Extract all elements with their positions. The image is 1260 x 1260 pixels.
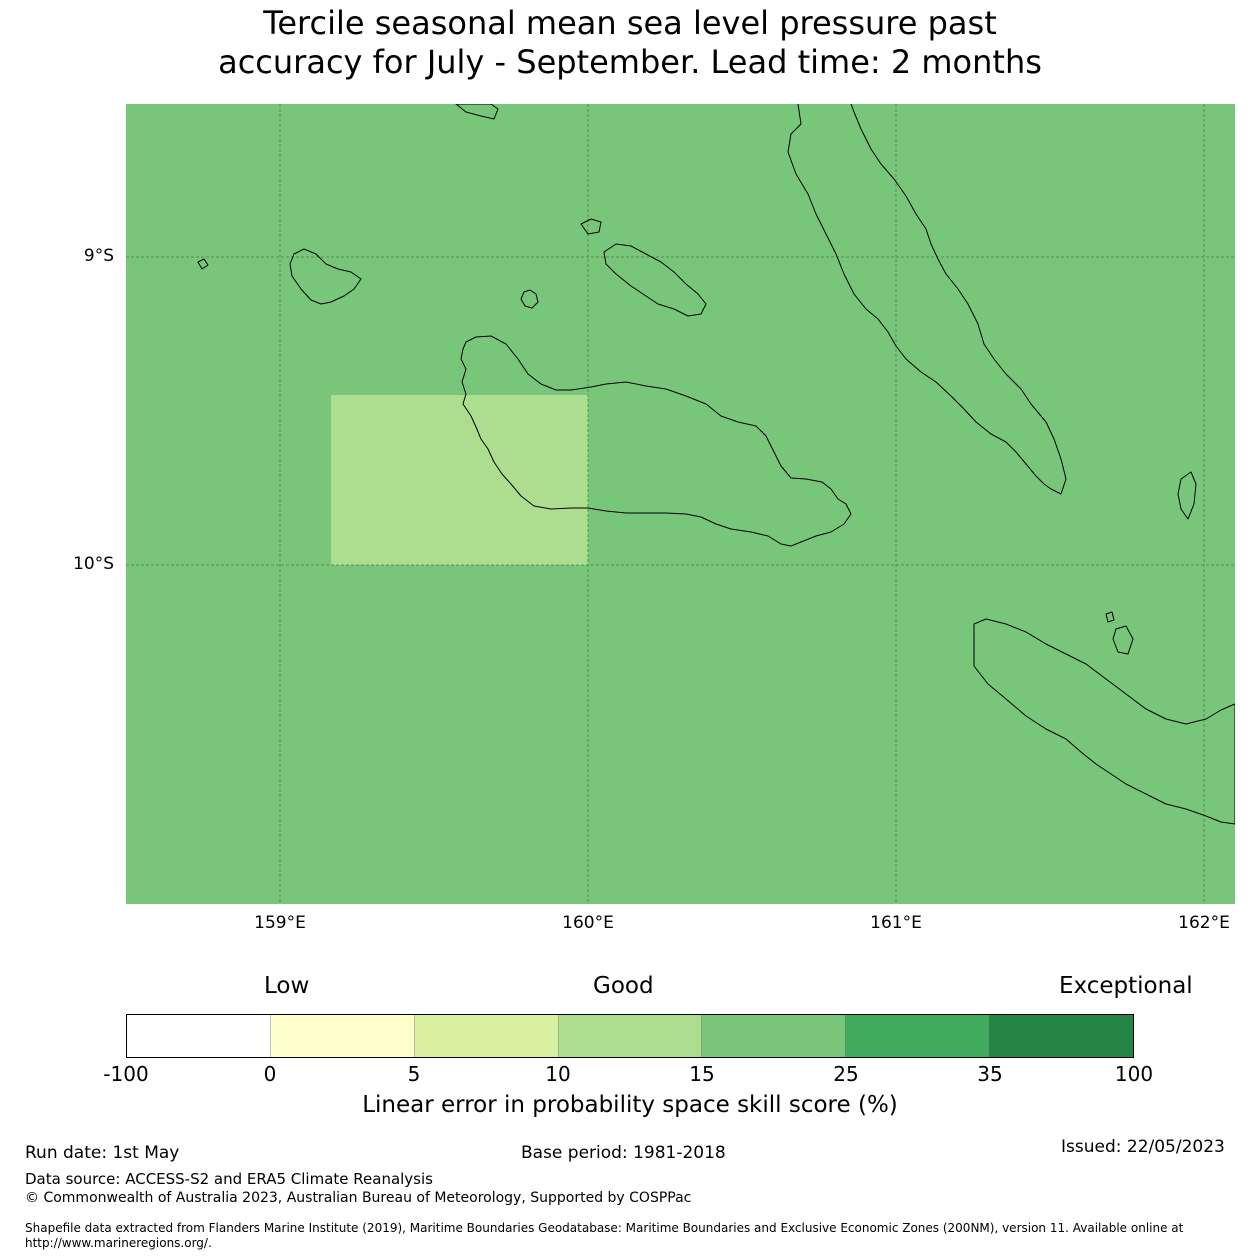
colorbar-tick: 0 xyxy=(263,1062,277,1086)
title-line-1: Tercile seasonal mean sea level pressure… xyxy=(263,4,997,42)
colorbar-segment xyxy=(702,1015,847,1057)
colorbar-segment xyxy=(270,1015,415,1057)
colorbar-segment xyxy=(414,1015,559,1057)
island-malaita xyxy=(787,104,1067,495)
colorbar-segment xyxy=(558,1015,703,1057)
island-savo xyxy=(520,289,539,309)
map-svg xyxy=(126,104,1235,904)
lon-label-159e: 159°E xyxy=(254,913,306,933)
lat-label-10s: 10°S xyxy=(73,554,114,574)
colorbar-tick: 35 xyxy=(977,1062,1003,1086)
island-small-west xyxy=(197,258,209,270)
map-panel[interactable] xyxy=(126,104,1235,904)
data-source: Data source: ACCESS-S2 and ERA5 Climate … xyxy=(25,1170,433,1188)
colorbar-segment xyxy=(990,1015,1134,1057)
island-nggela xyxy=(603,243,707,317)
colorbar-tick: 10 xyxy=(545,1062,571,1086)
colorbar-tick: 15 xyxy=(689,1062,715,1086)
island-nggela-small xyxy=(580,218,602,235)
coastlines xyxy=(197,104,1235,825)
island-small-east xyxy=(1105,611,1115,623)
base-period: Base period: 1981-2018 xyxy=(521,1143,726,1163)
skill-field xyxy=(126,104,1235,904)
lon-label-161e: 161°E xyxy=(870,913,922,933)
colorbar-segment xyxy=(846,1015,991,1057)
colorbar-word-exceptional: Exceptional xyxy=(1059,973,1193,999)
colorbar-tick: -100 xyxy=(103,1062,149,1086)
shapefile-credit: Shapefile data extracted from Flanders M… xyxy=(25,1221,1245,1251)
shapefile-credit-line-2: http://www.marineregions.org/. xyxy=(25,1236,212,1250)
shapefile-credit-line-1: Shapefile data extracted from Flanders M… xyxy=(25,1221,1184,1235)
run-date: Run date: 1st May xyxy=(25,1143,180,1163)
island-north-fragment xyxy=(455,104,499,120)
island-ulawa xyxy=(1177,471,1197,520)
lat-label-9s: 9°S xyxy=(83,246,114,266)
copyright: © Commonwealth of Australia 2023, Austra… xyxy=(25,1190,692,1206)
lon-label-162e: 162°E xyxy=(1178,913,1230,933)
colorbar-word-good: Good xyxy=(593,973,654,999)
colorbar-label: Linear error in probability space skill … xyxy=(362,1092,898,1118)
colorbar-word-low: Low xyxy=(264,973,310,999)
colorbar-tick: 5 xyxy=(407,1062,421,1086)
title-line-2: accuracy for July - September. Lead time… xyxy=(218,43,1042,81)
island-ugi xyxy=(1112,625,1134,655)
colorbar-segment xyxy=(127,1015,271,1057)
island-guadalcanal xyxy=(460,335,852,547)
issued-date: Issued: 22/05/2023 xyxy=(1061,1137,1225,1157)
island-makira xyxy=(973,618,1235,825)
colorbar xyxy=(126,1014,1134,1058)
skill-cell-higher xyxy=(331,395,588,565)
colorbar-tick: 100 xyxy=(1114,1062,1154,1086)
gridlines xyxy=(126,104,1235,904)
lon-label-160e: 160°E xyxy=(562,913,614,933)
colorbar-tick: 25 xyxy=(833,1062,859,1086)
map-title: Tercile seasonal mean sea level pressure… xyxy=(0,4,1260,82)
island-russell xyxy=(289,248,362,305)
